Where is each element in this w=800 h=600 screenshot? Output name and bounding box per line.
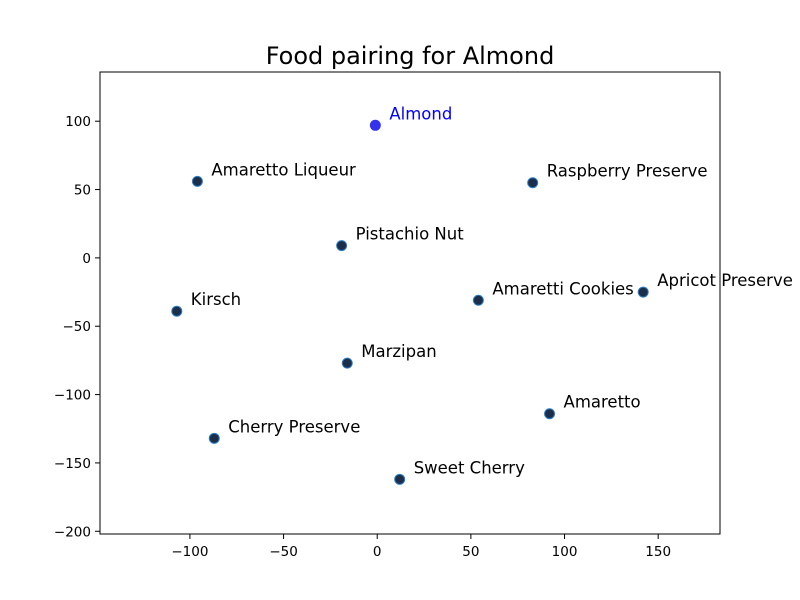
data-point [527,177,539,189]
point-labels: Almond Amaretto Liqueur Raspberry Preserve… [191,104,793,477]
point-label: Amaretto [564,393,641,412]
point-label: Apricot Preserve [657,271,793,290]
x-tick-label: 150 [645,544,671,560]
y-tick-label: −200 [54,524,91,540]
y-tick-label: −150 [54,456,91,472]
point-label: Cherry Preserve [228,417,360,436]
point-label: Sweet Cherry [414,458,525,477]
data-point [191,175,203,187]
point-label: Pistachio Nut [356,225,465,244]
point-label: Amaretti Cookies [492,279,633,298]
x-tick-label: 100 [552,544,578,560]
y-tick-label: −50 [63,319,92,335]
data-point [336,240,348,252]
plot-area-frame [99,71,721,535]
point-label: Kirsch [191,290,241,309]
data-point [637,286,649,298]
data-points [171,119,649,485]
axis-ticks: −100 −50 0 50 100 150 −200 −150 −100 −50 0 50 100 [54,114,671,560]
x-tick-label: 0 [373,544,382,560]
y-tick-label: −100 [54,388,91,404]
chart-title: Food pairing for Almond [266,42,555,70]
data-point [394,473,406,485]
data-point [341,357,353,369]
y-tick-label: 100 [65,114,91,130]
x-tick-label: −50 [269,544,298,560]
data-point [544,408,556,420]
point-label: Marzipan [361,342,436,361]
data-point [472,294,484,306]
y-tick-label: 0 [82,251,91,267]
x-tick-label: −100 [171,544,208,560]
highlight-point [369,119,381,131]
point-label: Raspberry Preserve [547,162,708,181]
point-label: Amaretto Liqueur [211,160,356,179]
highlight-point-label: Almond [389,104,452,123]
x-tick-label: 50 [462,544,479,560]
data-point [208,432,220,444]
data-point [171,305,183,317]
y-tick-label: 50 [74,183,91,199]
